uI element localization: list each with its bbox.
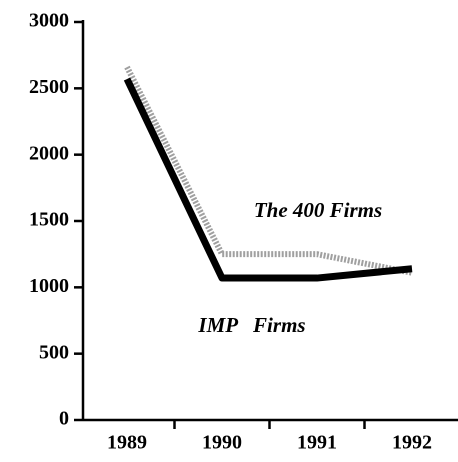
y-tick-label: 3000 [29,10,69,32]
y-tick-label: 500 [39,341,69,363]
x-tick-label: 1989 [107,432,147,454]
y-tick-label: 2000 [29,142,69,164]
x-tick-label: 1992 [392,432,432,454]
series-annotation: The 400 Firms [254,198,382,222]
y-tick-label: 0 [59,408,69,430]
series-line [124,65,413,276]
y-tick-label: 1000 [29,275,69,297]
x-tick-label: 1991 [297,432,337,454]
series-annotation: IMP Firms [197,313,305,337]
y-tick-label: 2500 [29,76,69,98]
series-line [123,77,413,282]
y-tick-label: 1500 [29,209,69,231]
x-tick-label: 1990 [202,432,242,454]
